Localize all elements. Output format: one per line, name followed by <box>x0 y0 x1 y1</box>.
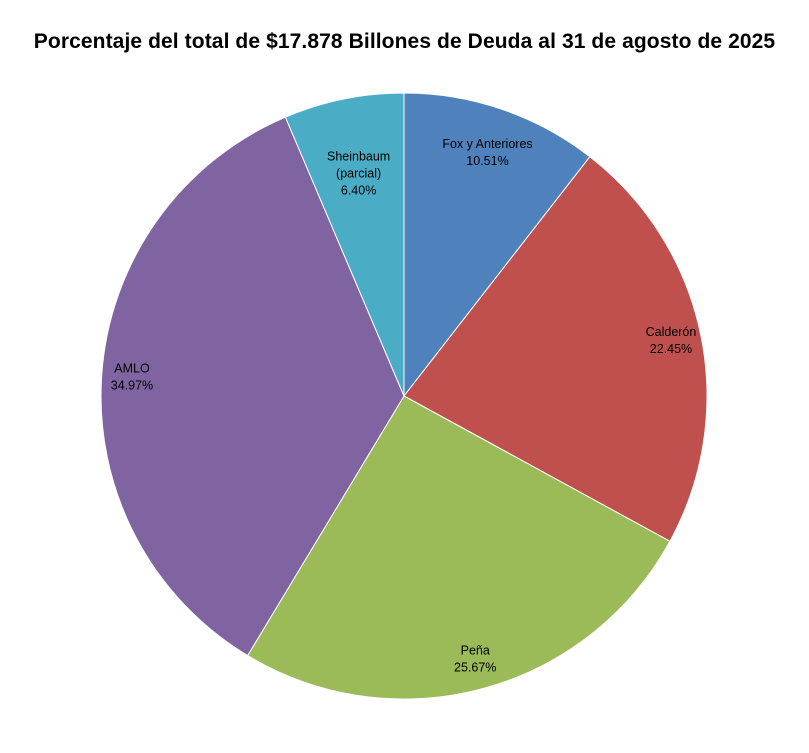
slice-value-label: 6.40% <box>341 183 376 197</box>
slice-name-label: (parcial) <box>336 166 381 180</box>
pie-slice <box>403 155 708 542</box>
slice-name-label: Fox y Anteriores <box>442 137 532 151</box>
slice-value-label: 10.51% <box>466 154 508 168</box>
slice-label: AMLO 34.97% <box>111 361 153 392</box>
pie-slice <box>403 92 591 398</box>
slice-label: Fox y Anteriores 10.51% <box>442 137 532 168</box>
pie-slice <box>284 92 405 397</box>
chart-title: Porcentaje del total de $17.878 Billones… <box>33 30 776 53</box>
slice-value-label: 22.45% <box>650 342 692 356</box>
pie-slice <box>100 116 405 657</box>
slice-name-label: Calderón <box>646 325 697 339</box>
pie-slice <box>246 395 671 700</box>
slice-name-label: Peña <box>461 644 490 658</box>
slice-name-label: Sheinbaum <box>327 149 390 163</box>
slice-value-label: 25.67% <box>454 661 496 675</box>
slice-label: Sheinbaum (parcial) 6.40% <box>327 149 390 197</box>
slice-value-label: 34.97% <box>111 378 153 392</box>
slice-name-label: AMLO <box>114 361 150 375</box>
slice-label: Peña 25.67% <box>454 644 496 675</box>
slice-label: Calderón 22.45% <box>646 325 697 356</box>
